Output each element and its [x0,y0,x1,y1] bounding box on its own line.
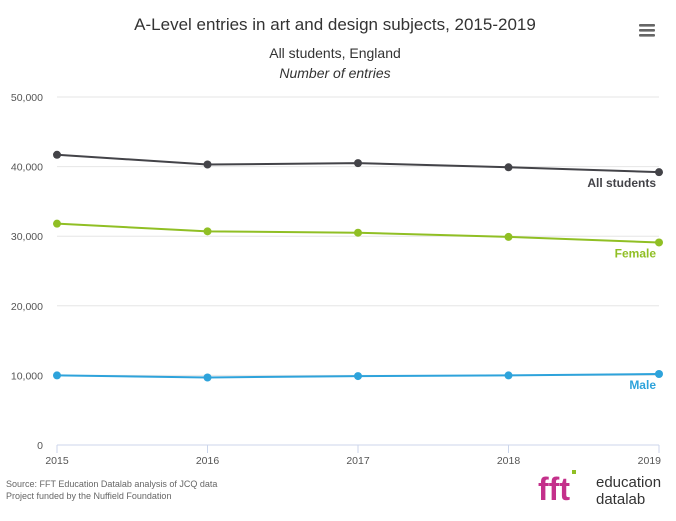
x-axis: 2015 2016 2017 2018 2019 [45,444,662,467]
logo-mark: fft [538,471,570,507]
series-female: Female [53,219,663,260]
hamburger-menu-icon[interactable] [638,22,656,38]
data-point[interactable] [203,227,212,236]
x-tick-label: 2016 [196,455,220,467]
funding-note: Project funded by the Nuffield Foundatio… [6,491,171,501]
data-point[interactable] [203,160,212,169]
fft-education-datalab-logo: fft education datalab [538,470,661,508]
data-point[interactable] [504,232,513,241]
data-point[interactable] [354,228,362,237]
series-all-students: All students [53,150,663,190]
data-point[interactable] [655,168,663,177]
data-point[interactable] [53,150,61,159]
chart-subtitle: All students, England [269,45,401,61]
y-axis-tick-labels: 0 10,000 20,000 30,000 40,000 50,000 [11,92,43,452]
data-point[interactable] [354,159,362,168]
y-tick-label: 10,000 [11,370,43,382]
data-point[interactable] [354,372,362,381]
x-tick-label: 2019 [638,455,662,467]
series-label: Male [629,378,656,392]
logo-line-2: datalab [596,491,645,508]
data-point[interactable] [655,370,663,379]
data-point[interactable] [53,371,61,380]
logo-dot [572,470,576,474]
y-tick-label: 50,000 [11,92,43,104]
data-point[interactable] [203,373,212,382]
logo-line-1: education [596,474,661,491]
x-tick-label: 2017 [346,455,370,467]
data-point[interactable] [53,219,61,228]
data-point[interactable] [655,238,663,247]
series-label: All students [587,176,656,190]
y-tick-label: 30,000 [11,231,43,243]
data-point[interactable] [504,371,513,380]
series-label: Female [615,246,657,260]
data-point[interactable] [504,163,513,172]
y-tick-label: 0 [37,440,43,452]
y-tick-label: 20,000 [11,301,43,313]
source-note: Source: FFT Education Datalab analysis o… [6,479,217,489]
x-tick-label: 2015 [45,455,69,467]
y-tick-label: 40,000 [11,162,43,174]
chart-subtitle-units: Number of entries [279,65,390,81]
x-tick-label: 2018 [497,455,521,467]
series-male: Male [53,370,663,392]
series-group: All students Female Male [53,150,663,392]
chart-title: A-Level entries in art and design subjec… [134,15,536,34]
